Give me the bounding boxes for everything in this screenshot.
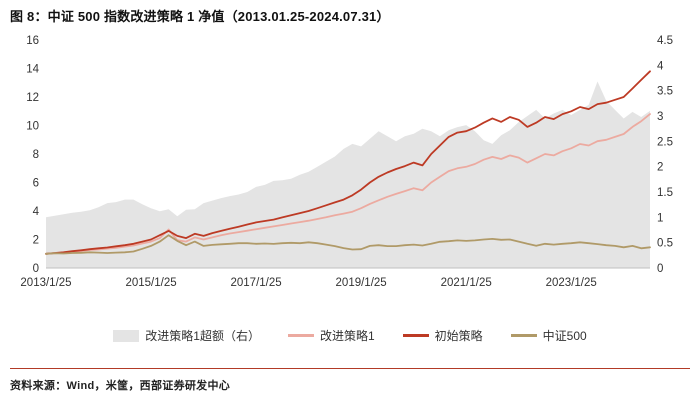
legend-item-initial: 初始策略 (402, 327, 483, 344)
chart-area: 0 2 4 6 8 10 12 14 16 0 0.5 1 1.5 2 2.5 3 3.5 4 4.5 2013/1/… (10, 28, 690, 313)
right-axis-tick-label: 0 (657, 263, 663, 275)
series-excess-improved1 (46, 81, 650, 269)
x-axis-tick-label: 2015/1/25 (125, 277, 176, 289)
left-axis-tick-label: 4 (33, 206, 40, 218)
series-csi500 (45, 234, 651, 255)
left-axis-tick-label: 8 (33, 149, 39, 161)
left-axis-tick-label: 0 (33, 263, 39, 275)
legend-label-excess: 改进策略1超额（右） (145, 329, 260, 344)
right-axis-tick-label: 2 (657, 162, 663, 174)
x-axis-tick-label: 2019/1/25 (336, 277, 387, 289)
right-axis-tick-label: 2.5 (657, 137, 673, 149)
chart-svg: 0 2 4 6 8 10 12 14 16 0 0.5 1 1.5 2 2.5 3 3.5 4 4.5 2013/1/… (20, 35, 673, 289)
x-axis-tick-label: 2023/1/25 (546, 277, 597, 289)
legend-item-improved1: 改进策略1 (287, 327, 375, 344)
left-axis-tick-label: 2 (33, 235, 39, 247)
right-axis-tick-label: 4.5 (657, 35, 673, 47)
right-axis-tick-label: 3 (657, 111, 663, 123)
right-axis-tick-label: 4 (657, 61, 664, 73)
improved1-line-swatch (287, 334, 314, 338)
left-axis-tick-label: 6 (33, 178, 39, 190)
x-axis-tick-label: 2013/1/25 (20, 277, 71, 289)
series-improved1 (45, 113, 651, 255)
legend-item-excess: 改进策略1超额（右） (113, 327, 260, 344)
initial-line-swatch (402, 334, 429, 338)
right-axis-tick-label: 3.5 (657, 86, 673, 98)
right-axis-tick-label: 1.5 (657, 187, 673, 199)
series-initial-strategy (45, 70, 651, 255)
x-axis-tick-label: 2021/1/25 (441, 277, 492, 289)
left-axis-tick-label: 14 (26, 64, 39, 76)
legend-label-initial: 初始策略 (434, 329, 483, 344)
legend-item-csi500: 中证500 (510, 327, 587, 344)
chart-legend: 改进策略1超额（右） 改进策略1 初始策略 中证500 (10, 327, 690, 344)
right-axis-tick-label: 0.5 (657, 238, 673, 250)
right-axis-tick-label: 1 (657, 213, 663, 225)
legend-label-csi500: 中证500 (542, 329, 587, 344)
excess-area-swatch (113, 329, 140, 342)
csi500-line-swatch (510, 334, 537, 338)
left-axis-tick-label: 10 (26, 121, 39, 133)
legend-label-improved1: 改进策略1 (319, 329, 375, 344)
data-source-note: 资料来源：Wind，米筐，西部证券研发中心 (10, 380, 231, 393)
footer-divider-rule (10, 368, 690, 370)
left-axis-tick-label: 16 (26, 35, 39, 47)
left-axis-tick-label: 12 (26, 92, 39, 104)
x-axis-tick-label: 2017/1/25 (231, 277, 282, 289)
figure-title: 图 8：中证 500 指数改进策略 1 净值（2013.01.25-2024.0… (10, 9, 390, 24)
